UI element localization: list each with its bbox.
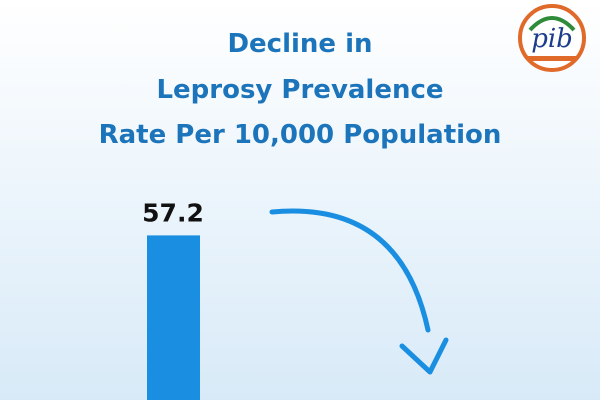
chart-title: Decline in — [227, 29, 372, 59]
logo-text: pib — [531, 24, 573, 54]
arrow — [269, 208, 431, 333]
logo: pib — [518, 4, 586, 72]
bar — [147, 235, 200, 400]
arrow-head — [399, 337, 449, 375]
chart-title: Rate Per 10,000 Population — [99, 120, 502, 150]
chart-title: Leprosy Prevalence — [156, 75, 443, 105]
value-label: 57.2 — [142, 198, 204, 227]
